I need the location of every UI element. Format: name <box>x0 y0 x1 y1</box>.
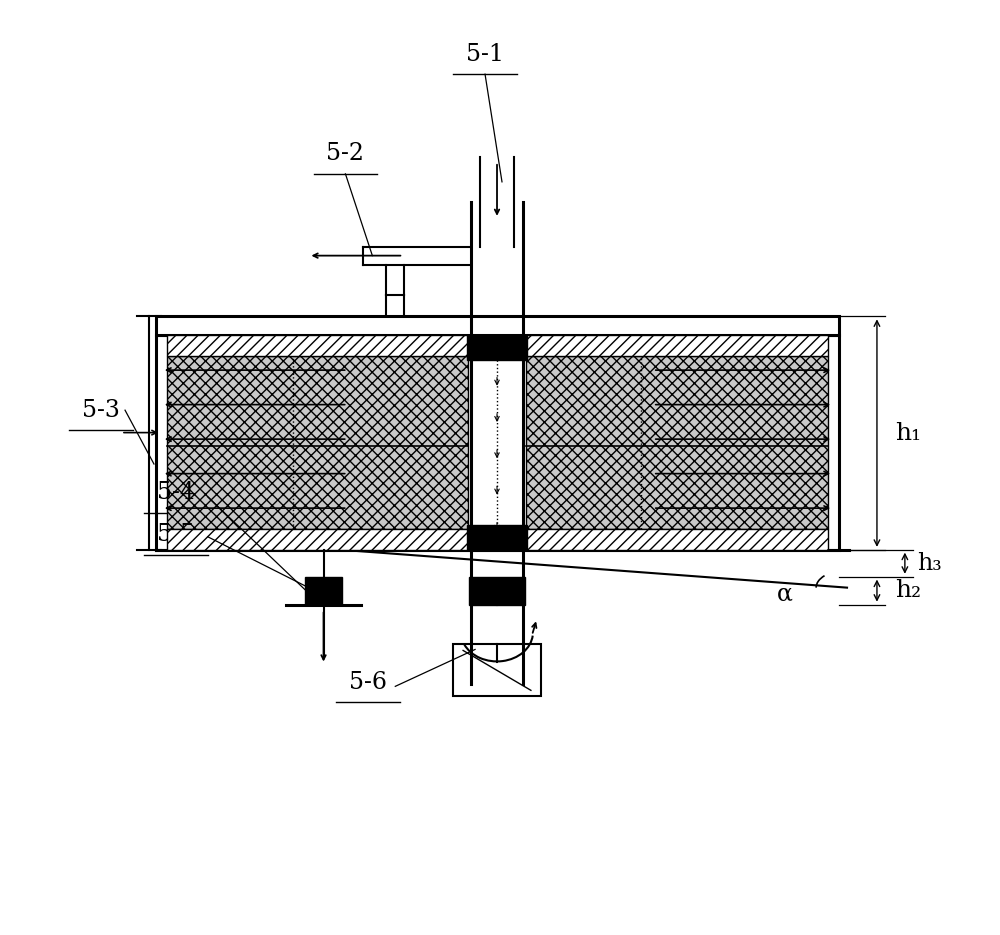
Text: 5-2: 5-2 <box>326 142 364 165</box>
Bar <box>156 316 839 336</box>
Bar <box>526 529 828 550</box>
Bar <box>469 577 525 605</box>
Text: h₃: h₃ <box>917 552 942 575</box>
Text: h₂: h₂ <box>895 579 921 602</box>
Bar <box>526 336 828 356</box>
Bar <box>467 336 527 360</box>
Bar <box>156 336 839 550</box>
Bar <box>526 356 828 529</box>
Bar <box>453 644 541 697</box>
Bar <box>467 525 527 550</box>
Text: 5-6: 5-6 <box>349 670 387 694</box>
Text: h₁: h₁ <box>895 422 921 445</box>
Bar <box>167 529 468 550</box>
Text: 5-3: 5-3 <box>82 398 120 422</box>
Text: 5-4: 5-4 <box>157 482 195 504</box>
Bar <box>305 577 342 605</box>
Bar <box>167 356 468 529</box>
Bar <box>167 336 468 356</box>
Text: 5-1: 5-1 <box>466 43 504 65</box>
Text: α: α <box>777 583 793 605</box>
Text: 5-5: 5-5 <box>157 524 195 546</box>
